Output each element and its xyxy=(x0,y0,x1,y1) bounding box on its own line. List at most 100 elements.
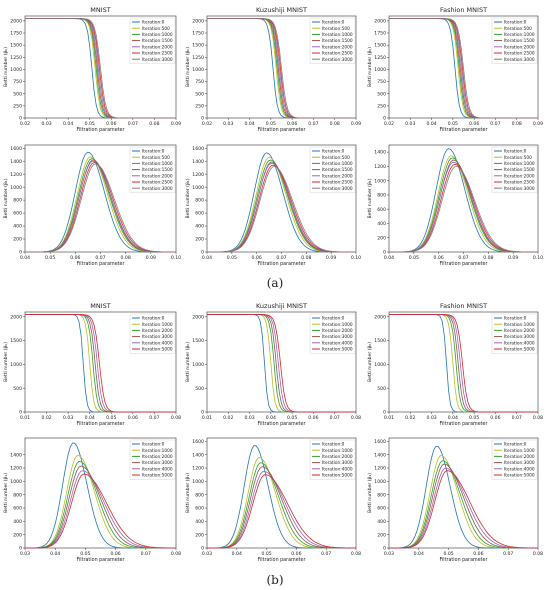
legend-label: Iteration:2000 xyxy=(322,328,353,334)
y-tick-label: 0 xyxy=(201,410,204,416)
x-axis-label: Filtration parameter xyxy=(77,421,125,427)
legend-label: Iteration:500 xyxy=(142,26,170,32)
chart-panel-a-bottom-fashion: 0.04 0.05 0.06 0.07 0.08 0.09 0.10 0 200 400 600 80… xyxy=(367,144,543,267)
y-axis-label: Betti number (β₁) xyxy=(185,178,191,218)
legend-box xyxy=(129,313,176,354)
x-tick-label: 0.05 xyxy=(287,415,297,421)
x-tick-label: 0.05 xyxy=(266,121,276,127)
y-tick-label: 0 xyxy=(19,410,22,416)
legend-label: Iteration:2000 xyxy=(142,173,173,179)
y-tick-label: 0 xyxy=(19,546,22,552)
y-tick-label: 600 xyxy=(13,506,22,512)
x-tick-label: 0.08 xyxy=(149,121,159,127)
legend-label: Iteration:2000 xyxy=(504,328,535,334)
y-tick-label: 500 xyxy=(195,386,204,392)
y-tick-label: 200 xyxy=(377,235,386,241)
legend-label: Iteration:2000 xyxy=(142,454,173,460)
series-line xyxy=(389,470,538,549)
plot-frame xyxy=(388,437,539,549)
x-tick-label: 0.04 xyxy=(244,121,254,127)
chart-panel-a-bottom-kuzushiji: 0.04 0.05 0.06 0.07 0.08 0.09 0.10 0 200 400 600 80… xyxy=(185,144,361,267)
legend-label: Iteration:5000 xyxy=(504,473,535,479)
x-tick-label: 0.09 xyxy=(351,121,361,127)
y-tick-label: 0 xyxy=(19,250,22,256)
x-tick-label: 0.05 xyxy=(45,255,55,261)
legend-label: Iteration:0 xyxy=(504,316,527,322)
x-tick-label: 0.03 xyxy=(384,551,394,557)
legend-label: Iteration:0 xyxy=(322,20,345,26)
chart-panel-b-bottom-kuzushiji: 0.03 0.04 0.05 0.06 0.07 0.08 0 200 400 600 800 100… xyxy=(185,437,361,563)
y-tick-label: 1200 xyxy=(192,172,204,178)
x-tick-label: 0.03 xyxy=(426,415,436,421)
y-tick-label: 1000 xyxy=(374,178,386,184)
y-tick-label: 250 xyxy=(377,103,386,109)
y-tick-label: 600 xyxy=(377,506,386,512)
x-tick-label: 0.05 xyxy=(443,551,453,557)
x-tick-label: 0.03 xyxy=(41,121,51,127)
x-tick-label: 0.04 xyxy=(63,121,73,127)
x-axis-label: Filtration parameter xyxy=(77,127,125,133)
x-tick-label: 0.08 xyxy=(121,255,131,261)
legend-label: Iteration:2000 xyxy=(142,44,173,50)
x-tick-label: 0.10 xyxy=(533,255,543,261)
legend-label: Iteration:3000 xyxy=(322,460,353,466)
x-tick-label: 0.09 xyxy=(533,121,543,127)
series-line xyxy=(207,470,356,549)
legend-label: Iteration:3000 xyxy=(142,460,173,466)
y-tick-label: 1200 xyxy=(10,466,22,472)
legend-label: Iteration:5000 xyxy=(322,473,353,479)
legend-label: Iteration:2000 xyxy=(504,454,535,460)
y-tick-label: 1600 xyxy=(374,439,386,445)
y-tick-label: 1250 xyxy=(10,55,22,61)
x-tick-label: 0.08 xyxy=(330,121,340,127)
y-tick-label: 1000 xyxy=(192,185,204,191)
series-line xyxy=(207,314,356,413)
y-axis-label: Betti number (β₁) xyxy=(3,178,9,218)
legend-box xyxy=(309,313,356,354)
y-tick-label: 1000 xyxy=(192,362,204,368)
x-tick-label: 0.09 xyxy=(326,255,336,261)
x-tick-label: 0.07 xyxy=(128,121,138,127)
legend-label: Iteration:0 xyxy=(322,316,345,322)
x-tick-label: 0.05 xyxy=(85,121,95,127)
series-line xyxy=(207,474,356,549)
y-tick-label: 1500 xyxy=(192,43,204,49)
y-tick-label: 400 xyxy=(13,224,22,230)
legend-label: Iteration:0 xyxy=(142,442,165,448)
x-tick-label: 0.05 xyxy=(409,255,419,261)
legend-label: Iteration:3000 xyxy=(504,460,535,466)
y-tick-label: 600 xyxy=(13,211,22,217)
y-axis-label: Betti number (β₁) xyxy=(367,473,373,513)
series-line xyxy=(25,163,176,253)
caption-a: (a) xyxy=(266,276,284,290)
x-axis-label: Filtration parameter xyxy=(440,127,488,133)
legend-label: Iteration:3000 xyxy=(142,334,173,340)
y-tick-label: 1400 xyxy=(374,452,386,458)
y-tick-label: 200 xyxy=(13,237,22,243)
y-tick-label: 800 xyxy=(13,198,22,204)
x-tick-label: 0.04 xyxy=(414,551,424,557)
y-tick-label: 1000 xyxy=(374,67,386,73)
x-tick-label: 0.03 xyxy=(202,551,212,557)
series-line xyxy=(25,18,176,119)
y-tick-label: 1400 xyxy=(192,159,204,165)
chart-panel-a-bottom-mnist: 0.04 0.05 0.06 0.07 0.08 0.09 0.10 0 200 400 600 80… xyxy=(3,144,181,267)
x-axis-label: Filtration parameter xyxy=(440,261,488,267)
legend-label: Iteration:1000 xyxy=(504,322,535,328)
x-tick-label: 0.09 xyxy=(508,255,518,261)
y-tick-label: 1200 xyxy=(192,466,204,472)
x-axis-label: Filtration parameter xyxy=(258,261,306,267)
legend-label: Iteration:3000 xyxy=(322,186,353,192)
legend-box xyxy=(129,439,176,480)
legend-label: Iteration:1000 xyxy=(142,448,173,454)
series-line xyxy=(25,314,176,413)
y-tick-label: 600 xyxy=(195,506,204,512)
legend-label: Iteration:0 xyxy=(504,442,527,448)
legend-label: Iteration:4000 xyxy=(504,340,535,346)
legend-label: Iteration:2000 xyxy=(142,328,173,334)
y-tick-label: 200 xyxy=(377,532,386,538)
legend-label: Iteration:2000 xyxy=(322,454,353,460)
x-tick-label: 0.08 xyxy=(533,551,543,557)
y-tick-label: 1750 xyxy=(192,31,204,37)
